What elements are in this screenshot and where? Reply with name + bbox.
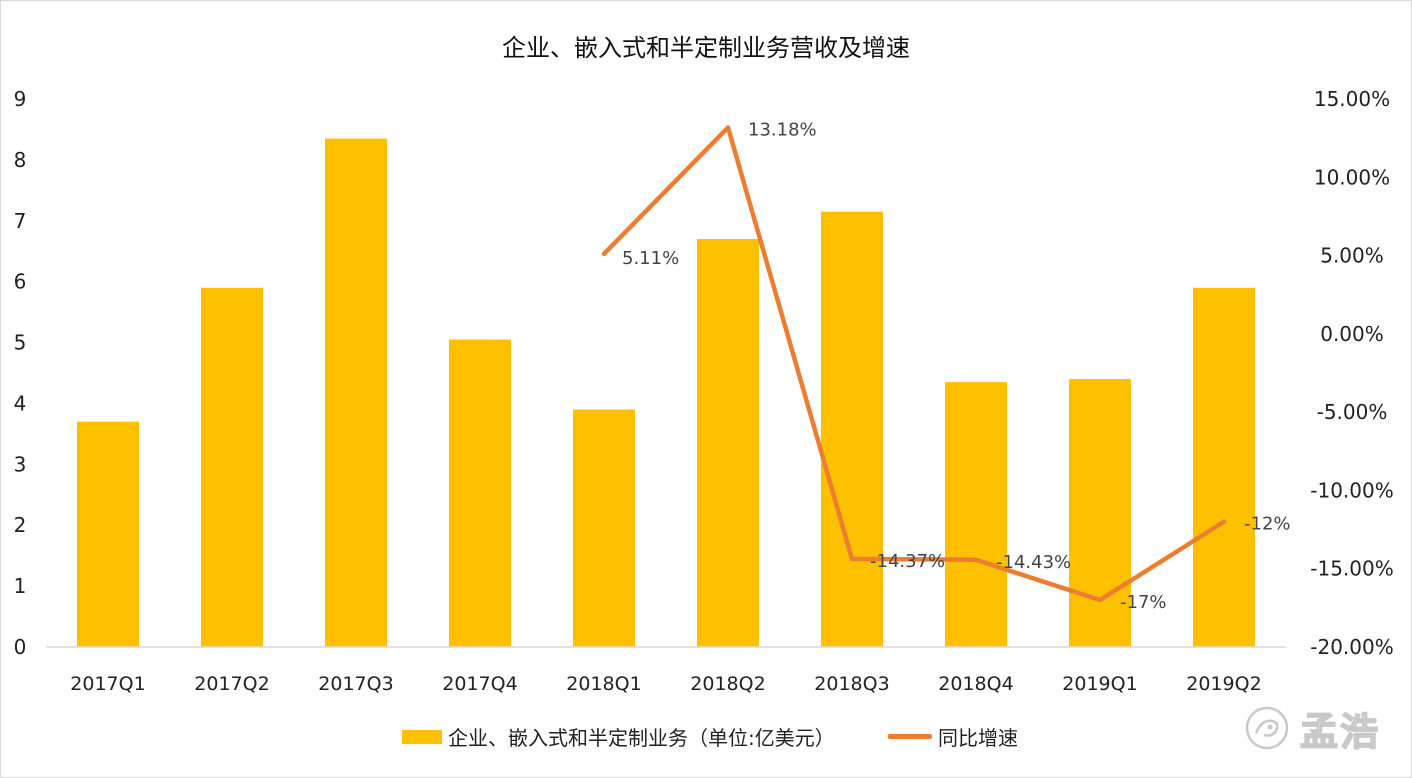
x-axis-tick-label: 2019Q2: [1186, 673, 1261, 695]
watermark-text: 孟浩: [1299, 709, 1381, 755]
bar: [573, 409, 635, 647]
growth-data-label: -14.37%: [870, 551, 945, 572]
left-axis-tick-label: 7: [14, 209, 27, 233]
bar: [449, 339, 511, 647]
growth-data-label: 5.11%: [622, 248, 679, 269]
x-axis-tick-label: 2018Q2: [690, 673, 765, 695]
watermark-logo-icon: [1245, 706, 1289, 750]
left-axis-tick-label: 4: [14, 391, 27, 415]
right-axis-tick-label: 5.00%: [1320, 244, 1384, 268]
left-axis-tick-label: 9: [14, 87, 27, 111]
growth-data-label: -17%: [1120, 592, 1167, 613]
chart-title: 企业、嵌入式和半定制业务营收及增速: [502, 34, 910, 62]
left-axis-tick-label: 8: [14, 148, 27, 172]
legend-swatch-bar: [402, 729, 442, 744]
bar: [201, 287, 263, 647]
left-axis-tick-label: 3: [14, 452, 27, 476]
x-axis-tick-label: 2017Q4: [442, 673, 517, 695]
left-axis-tick-label: 0: [14, 635, 27, 659]
legend-swatch-line: [888, 734, 932, 739]
left-axis-tick-label: 5: [14, 331, 27, 355]
right-axis-tick-label: -10.00%: [1310, 478, 1393, 502]
left-axis-tick-label: 1: [14, 574, 27, 598]
right-axis-tick-label: -20.00%: [1310, 635, 1393, 659]
left-axis-tick-label: 6: [14, 270, 27, 294]
x-axis-tick-label: 2017Q3: [318, 673, 393, 695]
bar: [77, 421, 139, 647]
x-axis-tick-label: 2018Q1: [566, 673, 641, 695]
right-axis-tick-label: -15.00%: [1310, 557, 1393, 581]
left-axis-tick-label: 2: [14, 513, 27, 537]
legend-label-revenue: 企业、嵌入式和半定制业务（单位:亿美元）: [448, 726, 835, 750]
legend: 企业、嵌入式和半定制业务（单位:亿美元） 同比增速: [0, 722, 1412, 754]
bar: [1193, 287, 1255, 647]
right-axis-tick-label: -5.00%: [1317, 400, 1388, 424]
x-axis-tick-label: 2017Q2: [194, 673, 269, 695]
x-axis-tick-label: 2018Q3: [814, 673, 889, 695]
right-axis-tick-label: 10.00%: [1314, 165, 1390, 189]
x-axis-tick-label: 2018Q4: [938, 673, 1013, 695]
growth-data-label: -12%: [1244, 514, 1291, 535]
bar: [821, 211, 883, 647]
growth-data-label: -14.43%: [996, 552, 1071, 573]
x-axis-tick-label: 2017Q1: [70, 673, 145, 695]
legend-label-growth: 同比增速: [938, 726, 1018, 750]
x-axis-tick-label: 2019Q1: [1062, 673, 1137, 695]
right-axis-tick-label: 15.00%: [1314, 87, 1390, 111]
growth-data-label: 13.18%: [748, 119, 817, 140]
bar: [945, 382, 1007, 647]
growth-line: [601, 125, 1227, 603]
bar: [325, 138, 387, 648]
legend-item-growth: 同比增速: [888, 722, 1018, 751]
bar: [697, 239, 759, 648]
bar: [1069, 379, 1131, 647]
right-axis-tick-label: 0.00%: [1320, 322, 1384, 346]
legend-item-revenue: 企业、嵌入式和半定制业务（单位:亿美元）: [402, 722, 835, 751]
watermark: 孟浩: [1242, 700, 1392, 756]
